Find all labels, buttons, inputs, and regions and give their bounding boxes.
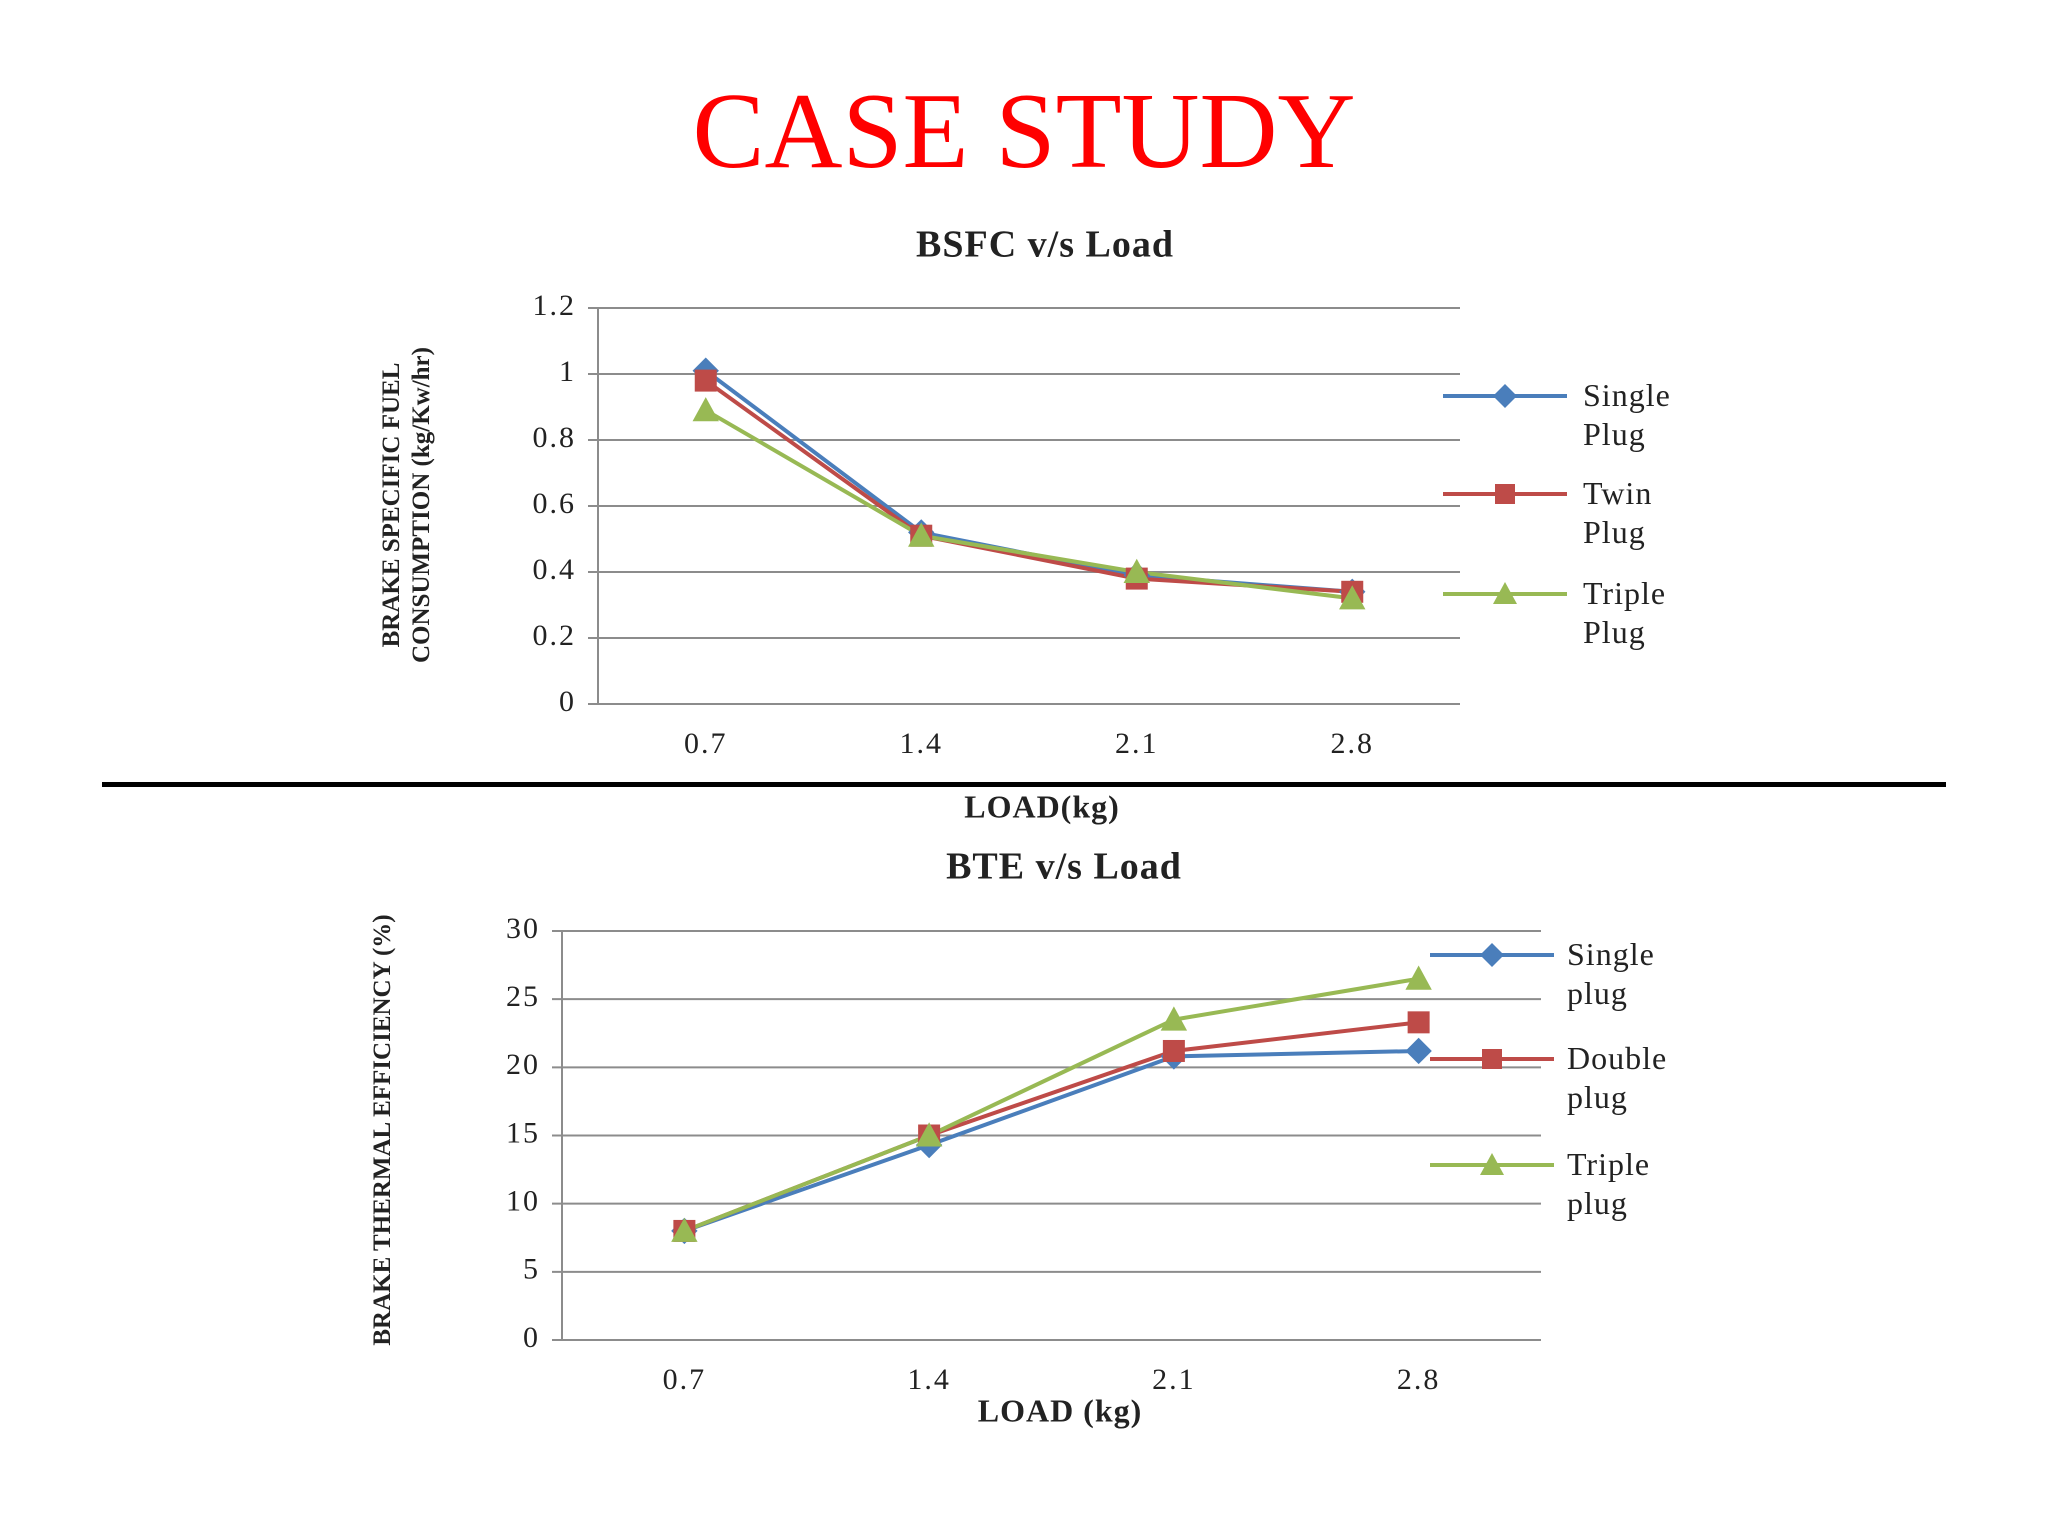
series-line bbox=[683, 976, 1419, 1233]
legend-label: Triple Plug bbox=[1583, 575, 1667, 650]
y-tick-label: 10 bbox=[506, 1185, 540, 1218]
data-point bbox=[1405, 965, 1432, 990]
series-line bbox=[683, 1048, 1419, 1233]
data-point bbox=[692, 397, 719, 422]
y-axis-label: BRAKE SPECIFIC FUEL CONSUMPTION (kg/Kw/h… bbox=[378, 347, 435, 663]
data-point bbox=[1162, 1039, 1185, 1062]
data-point bbox=[671, 1217, 698, 1242]
legend-marker bbox=[1480, 1153, 1504, 1175]
x-tick-label: 2.1 bbox=[1115, 727, 1159, 760]
chart-title: BSFC v/s Load bbox=[916, 224, 1174, 266]
data-point bbox=[908, 522, 935, 547]
legend-label: Twin Plug bbox=[1583, 475, 1653, 550]
y-tick-label: 30 bbox=[506, 912, 540, 945]
x-tick-label: 2.8 bbox=[1397, 1363, 1441, 1396]
legend-label: Single plug bbox=[1567, 936, 1655, 1011]
x-axis-label: LOAD(kg) bbox=[964, 788, 1120, 824]
data-point bbox=[915, 1122, 943, 1147]
x-tick-label: 2.8 bbox=[1331, 727, 1375, 760]
y-tick-label: 1.2 bbox=[533, 289, 577, 322]
y-tick-label: 5 bbox=[523, 1253, 540, 1286]
legend-label: Double plug bbox=[1567, 1040, 1668, 1115]
y-tick-label: 25 bbox=[506, 980, 540, 1013]
y-tick-label: 0.2 bbox=[533, 619, 577, 652]
series-line bbox=[704, 408, 1353, 601]
legend-marker bbox=[1480, 943, 1504, 967]
data-point bbox=[1407, 1011, 1430, 1034]
x-tick-label: 1.4 bbox=[900, 727, 944, 760]
legend-label: Triple plug bbox=[1567, 1146, 1651, 1221]
data-point bbox=[694, 369, 717, 392]
series-line bbox=[704, 378, 1353, 594]
y-tick-label: 0.8 bbox=[533, 421, 577, 454]
y-tick-label: 0 bbox=[523, 1321, 540, 1354]
y-axis-label: BRAKE THERMAL EFFICIENCY (%) bbox=[369, 914, 396, 1346]
legend-marker bbox=[1493, 582, 1517, 604]
chart-title: BTE v/s Load bbox=[946, 846, 1182, 888]
separator bbox=[102, 782, 1946, 787]
data-point bbox=[1339, 585, 1366, 610]
legend-label: Single Plug bbox=[1583, 377, 1671, 452]
x-tick-label: 1.4 bbox=[907, 1363, 951, 1396]
y-tick-label: 0.6 bbox=[533, 487, 577, 520]
x-tick-label: 0.7 bbox=[663, 1363, 707, 1396]
legend-marker bbox=[1495, 484, 1515, 504]
legend-marker bbox=[1493, 384, 1517, 408]
slide-title: CASE STUDY bbox=[692, 72, 1356, 191]
x-axis-label: LOAD (kg) bbox=[978, 1392, 1143, 1428]
y-tick-label: 0 bbox=[559, 685, 576, 718]
y-tick-label: 1 bbox=[559, 355, 576, 388]
data-point bbox=[1405, 1037, 1432, 1065]
x-tick-label: 2.1 bbox=[1152, 1363, 1196, 1396]
y-tick-label: 15 bbox=[506, 1116, 540, 1149]
y-tick-label: 20 bbox=[506, 1048, 540, 1081]
legend-marker bbox=[1482, 1049, 1502, 1069]
x-tick-label: 0.7 bbox=[684, 727, 728, 760]
y-tick-label: 0.4 bbox=[533, 553, 577, 586]
data-point bbox=[1123, 558, 1150, 583]
data-point bbox=[1160, 1006, 1188, 1031]
